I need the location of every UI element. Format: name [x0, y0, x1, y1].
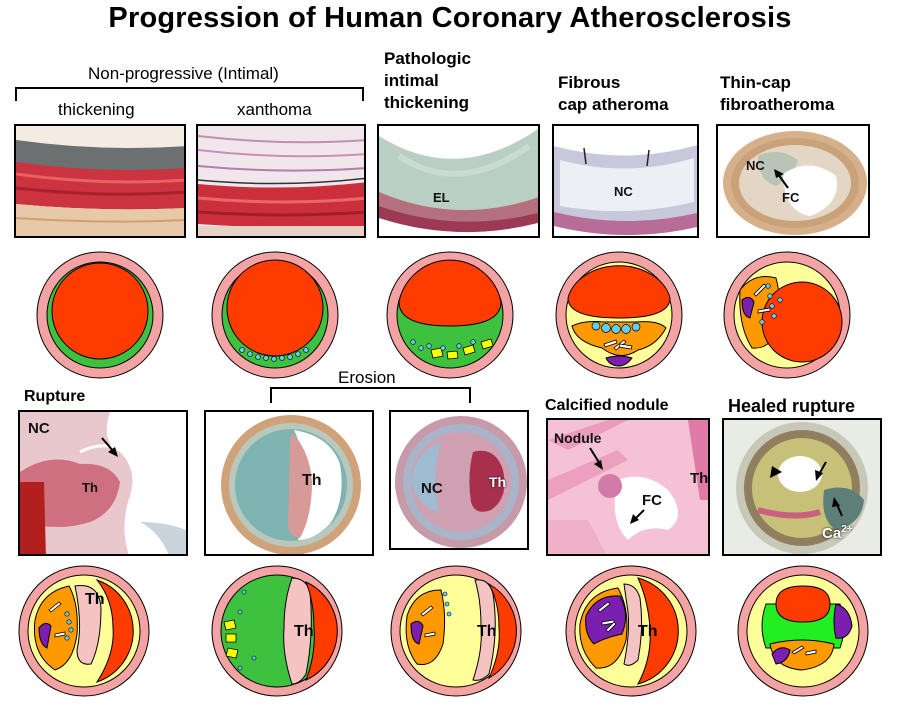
stage-label-thincap-line2: fibroatheroma [720, 95, 835, 114]
label-th-schematic-calcified: Th [638, 623, 658, 640]
histology-image-erosion-2 [391, 412, 527, 548]
label-ca-healed: Ca2+ [822, 524, 853, 542]
histology-image-xanthoma [198, 126, 364, 236]
label-th-rupture: Th [82, 480, 98, 495]
label-fc-calcified: FC [642, 492, 662, 509]
histology-image-thincap [718, 126, 868, 236]
stage-label-thincap-line1: Thin-cap [720, 73, 791, 92]
histology-panel-thincap: NC FC [716, 124, 870, 238]
stage-label-fibrous-line2: cap atheroma [558, 95, 669, 114]
group-label-non-progressive: Non-progressive (Intimal) [88, 64, 279, 83]
histology-panel-pathologic: EL [377, 124, 540, 238]
bracket-erosion [270, 387, 471, 403]
histology-image-pathologic [379, 126, 538, 236]
histology-image-rupture [20, 412, 186, 554]
arrow-icons-calcified [589, 447, 645, 524]
arrow-icon-rupture [101, 437, 118, 457]
histology-panel-thickening [14, 124, 186, 238]
stage-label-pathologic: Pathologic intimal thickening [384, 48, 471, 114]
histology-panel-xanthoma [196, 124, 366, 238]
histology-image-thickening [16, 126, 184, 236]
label-th-schematic-rupture: Th [85, 591, 105, 608]
label-nodule: Nodule [554, 430, 602, 446]
schematic-fibrous [555, 251, 683, 379]
label-nc-fibrous: NC [614, 184, 633, 199]
label-th-calcified: Th [690, 470, 709, 487]
histology-panel-erosion-1: Th [204, 410, 374, 556]
stage-label-xanthoma: xanthoma [237, 100, 312, 119]
label-th-schematic-erosion-1: Th [294, 623, 314, 640]
schematic-pathologic [386, 251, 514, 379]
histology-panel-fibrous: NC [552, 124, 699, 238]
label-th-schematic-erosion-2: Th [477, 623, 497, 640]
stage-label-thickening: thickening [58, 100, 135, 119]
arrow-icons-healed [770, 461, 843, 517]
histology-image-calcified [548, 420, 708, 554]
stage-label-thincap: Thin-cap fibroatheroma [720, 72, 834, 116]
group-label-erosion: Erosion [338, 368, 396, 387]
schematic-erosion-2: Th [390, 565, 522, 697]
label-th-erosion-1: Th [302, 472, 322, 489]
stage-label-healed: Healed rupture [728, 396, 856, 416]
label-fc-thincap: FC [782, 190, 800, 205]
stage-label-fibrous-line1: Fibrous [558, 73, 621, 92]
schematic-rupture: Th [18, 565, 150, 697]
histology-image-erosion-1 [206, 412, 372, 554]
histology-panel-healed: Ca2+ [722, 418, 882, 556]
schematic-thincap [723, 251, 851, 379]
histology-panel-erosion-2: NC Th [389, 410, 529, 550]
histology-image-fibrous [554, 126, 697, 236]
arrow-icon-thincap [774, 169, 789, 189]
schematic-erosion-1: Th [211, 565, 343, 697]
label-nc-thincap: NC [746, 158, 765, 173]
stage-label-fibrous: Fibrous cap atheroma [558, 72, 669, 116]
stage-label-pathologic-line1: Pathologic [384, 49, 471, 68]
histology-panel-calcified: Nodule FC Th [546, 418, 710, 556]
stage-label-calcified: Calcified nodule [545, 397, 669, 414]
label-ca: Ca [822, 525, 842, 542]
stage-label-pathologic-line2: intimal [384, 71, 439, 90]
histology-panel-rupture: NC Th [18, 410, 188, 556]
label-nc-erosion-2: NC [421, 480, 443, 497]
stage-label-rupture: Rupture [24, 388, 86, 405]
schematic-calcified: Th [565, 565, 697, 697]
schematic-healed [737, 565, 869, 697]
label-ca-superscript: 2+ [841, 524, 853, 535]
label-el: EL [433, 190, 450, 205]
page-title: Progression of Human Coronary Atheroscle… [108, 2, 792, 34]
label-th-erosion-2: Th [489, 474, 507, 490]
schematic-thickening [36, 251, 164, 379]
schematic-xanthoma [211, 251, 339, 379]
stage-label-pathologic-line3: thickening [384, 93, 470, 112]
histology-image-healed [724, 420, 880, 554]
label-nc-rupture: NC [28, 420, 50, 437]
bracket-non-progressive [15, 87, 364, 101]
